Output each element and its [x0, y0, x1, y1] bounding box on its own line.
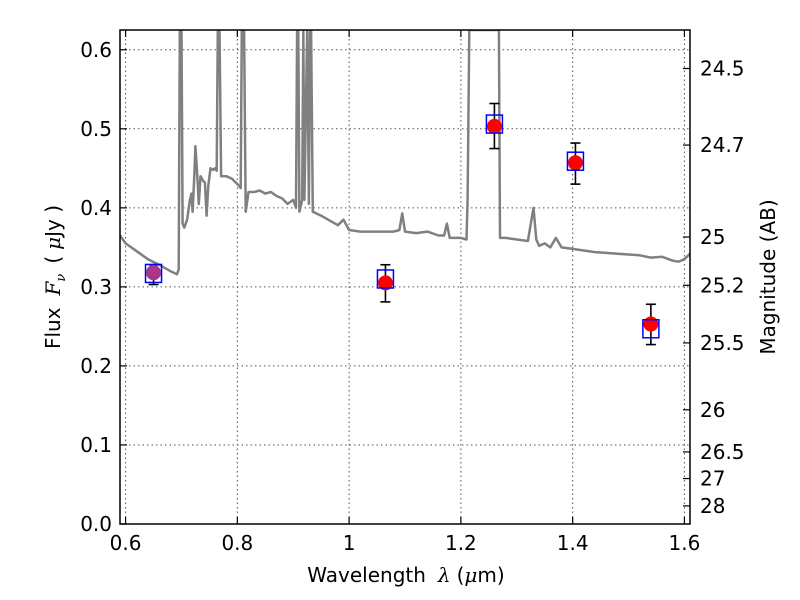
x-axis-label: Wavelength λ (μm) [307, 563, 504, 587]
y-tick-label: 0.1 [80, 433, 112, 457]
y-tick-label: 0.3 [80, 275, 112, 299]
photometry-points [144, 102, 660, 346]
y-tick-label: 0.6 [80, 38, 112, 62]
spectrum-line [120, 30, 690, 276]
axis-ticks: 0.6 0.8 1 1.2 1.4 1.6 0.0 0.1 0.2 0.3 0.4 0.5 0.6 24.… [80, 30, 745, 555]
model-point [144, 263, 163, 284]
grid [120, 30, 690, 525]
right-tick-label: 28 [700, 494, 725, 518]
model-point [566, 151, 585, 171]
y-axis-label-left: FluxFν(μJy ) [41, 205, 69, 349]
right-tick-label: 24.5 [700, 56, 745, 80]
observed-point [643, 316, 659, 332]
y-tick-label: 0.2 [80, 354, 112, 378]
observed-point [486, 118, 502, 134]
x-tick-label: 1.2 [445, 531, 477, 555]
x-tick-label: 1.4 [557, 531, 589, 555]
model-point [485, 114, 504, 134]
right-tick-label: 24.7 [700, 133, 745, 157]
right-tick-label: 26.5 [700, 440, 745, 464]
right-tick-label: 25.5 [700, 331, 745, 355]
overlap-point [146, 265, 162, 281]
y-axis-label-right: Magnitude (AB) [756, 199, 780, 354]
right-tick-label: 27 [700, 467, 725, 491]
x-tick-label: 1 [343, 531, 356, 555]
template-spectrum [120, 30, 690, 276]
right-tick-label: 26 [700, 398, 725, 422]
observed-point [567, 155, 583, 171]
right-tick-label: 25 [700, 225, 725, 249]
model-point [642, 319, 660, 339]
observed-point [377, 275, 393, 291]
x-tick-label: 0.6 [110, 531, 142, 555]
y-tick-label: 0.0 [80, 512, 112, 536]
x-tick-label: 0.8 [221, 531, 253, 555]
model-point [376, 269, 395, 289]
right-tick-label: 25.2 [700, 273, 745, 297]
y-tick-label: 0.4 [80, 196, 112, 220]
y-tick-label: 0.5 [80, 117, 112, 141]
plot-frame [119, 29, 691, 525]
x-tick-label: 1.6 [669, 531, 701, 555]
